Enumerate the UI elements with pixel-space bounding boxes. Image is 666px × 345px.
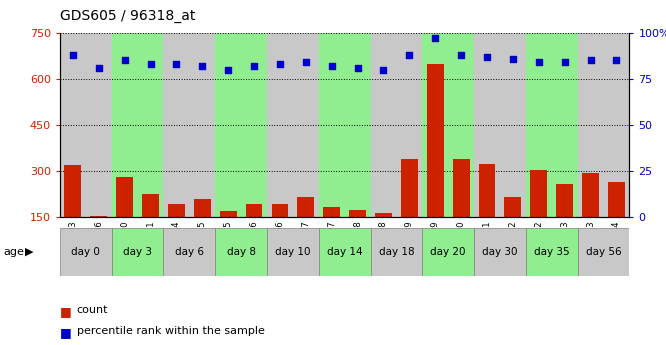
Bar [272, 204, 288, 264]
Bar [112, 228, 163, 276]
Point [378, 67, 389, 72]
Bar [323, 207, 340, 264]
Bar [319, 228, 370, 276]
Bar [168, 204, 185, 264]
Text: day 14: day 14 [327, 247, 362, 257]
Bar [370, 33, 422, 217]
Point [67, 52, 78, 58]
Bar [163, 33, 215, 217]
Bar [220, 211, 236, 264]
Bar [526, 228, 577, 276]
Text: day 56: day 56 [585, 247, 621, 257]
Bar [267, 228, 319, 276]
Text: age: age [3, 247, 24, 257]
Bar [530, 170, 547, 264]
Bar [556, 184, 573, 264]
Bar [215, 33, 267, 217]
Bar [422, 33, 474, 217]
Point [430, 36, 441, 41]
Text: day 30: day 30 [482, 247, 517, 257]
Bar [215, 228, 267, 276]
Bar [91, 216, 107, 264]
Point [611, 58, 622, 63]
Bar [60, 33, 112, 217]
Bar [60, 228, 112, 276]
Bar [267, 33, 319, 217]
Bar [422, 228, 474, 276]
Bar [117, 177, 133, 264]
Point [585, 58, 596, 63]
Bar [142, 194, 159, 264]
Text: day 10: day 10 [275, 247, 310, 257]
Point [533, 60, 544, 65]
Text: ▶: ▶ [25, 247, 34, 257]
Point [248, 63, 259, 69]
Bar [375, 213, 392, 264]
Text: day 18: day 18 [378, 247, 414, 257]
Bar [577, 33, 629, 217]
Text: day 35: day 35 [534, 247, 569, 257]
Bar [298, 197, 314, 264]
Point [197, 63, 208, 69]
Point [119, 58, 130, 63]
Point [145, 61, 156, 67]
Bar [479, 164, 496, 264]
Bar [453, 159, 470, 264]
Bar [474, 228, 526, 276]
Bar [401, 159, 418, 264]
Point [274, 61, 285, 67]
Point [456, 52, 466, 58]
Point [352, 65, 363, 71]
Text: ■: ■ [60, 326, 72, 339]
Bar [427, 63, 444, 264]
Bar [349, 210, 366, 264]
Bar [65, 165, 81, 264]
Point [171, 61, 182, 67]
Point [482, 54, 492, 60]
Bar [194, 199, 210, 264]
Bar [163, 228, 215, 276]
Text: day 3: day 3 [123, 247, 152, 257]
Text: day 6: day 6 [175, 247, 204, 257]
Text: count: count [77, 305, 108, 315]
Text: day 8: day 8 [226, 247, 256, 257]
Point [559, 60, 570, 65]
Bar [526, 33, 577, 217]
Text: day 0: day 0 [71, 247, 101, 257]
Bar [474, 33, 526, 217]
Bar [370, 228, 422, 276]
Bar [504, 197, 521, 264]
Bar [577, 228, 629, 276]
Point [326, 63, 337, 69]
Point [404, 52, 415, 58]
Text: day 20: day 20 [430, 247, 466, 257]
Point [300, 60, 311, 65]
Text: GDS605 / 96318_at: GDS605 / 96318_at [60, 9, 195, 23]
Bar [319, 33, 370, 217]
Point [93, 65, 104, 71]
Bar [608, 182, 625, 264]
Bar [112, 33, 163, 217]
Point [507, 56, 518, 61]
Point [223, 67, 234, 72]
Bar [246, 204, 262, 264]
Text: percentile rank within the sample: percentile rank within the sample [77, 326, 264, 336]
Text: ■: ■ [60, 305, 72, 318]
Bar [582, 173, 599, 264]
